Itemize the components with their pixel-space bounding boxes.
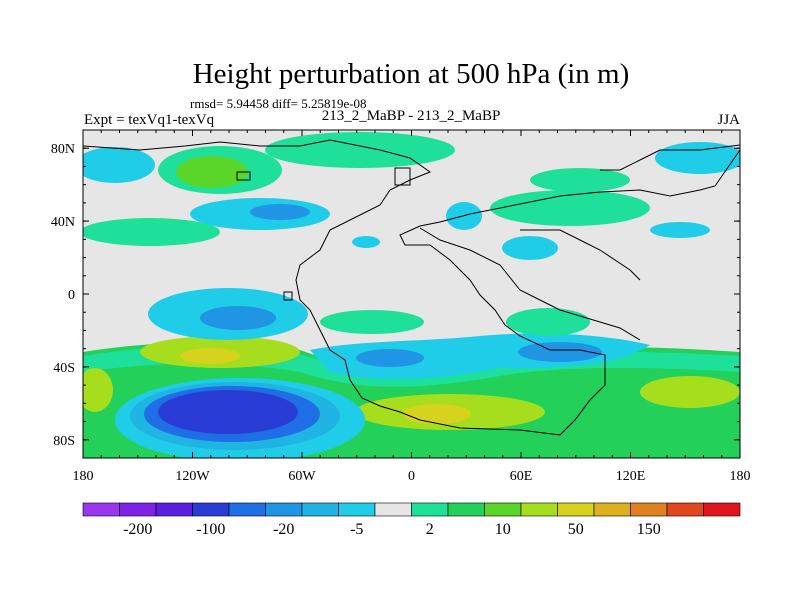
colorbar-label: 50	[568, 521, 584, 538]
colorbar-cell	[338, 502, 376, 517]
contour-green-indian	[506, 308, 590, 336]
x-tick-label: 60E	[510, 469, 533, 484]
contour-blue-40s-west	[356, 349, 424, 367]
contour-teal-arctic	[265, 132, 455, 168]
contour-green-eurasia	[490, 190, 650, 226]
colorbar-cell	[192, 502, 230, 517]
colorbar-cell	[557, 502, 595, 517]
x-axis: 180 120W 60W 0 60E 120E 180	[73, 130, 751, 484]
colorbar-cell	[484, 502, 522, 517]
contour-blue-north-atlantic	[250, 204, 310, 220]
y-tick-label: 0	[68, 288, 75, 303]
colorbar-label: -200	[123, 521, 152, 538]
colorbar-label: 150	[637, 521, 661, 538]
colorbar-cell	[703, 502, 741, 517]
contour-cyan-north-east	[655, 142, 740, 174]
colorbar-cell	[666, 502, 704, 517]
colorbar-cell	[447, 502, 485, 517]
colorbar-cell	[82, 502, 120, 517]
y-tick-label: 40N	[51, 215, 75, 230]
coastlines	[83, 139, 740, 436]
x-tick-label: 120E	[616, 469, 646, 484]
right-label: JJA	[717, 112, 740, 128]
y-tick-label: 80N	[51, 142, 75, 157]
colorbar-cell	[119, 502, 157, 517]
x-tick-label: 180	[730, 469, 751, 484]
contour-yellow-pacific	[180, 348, 240, 364]
contour-cyan-nw	[83, 147, 155, 183]
left-label: Expt = texVq1-texVq	[84, 112, 215, 128]
contour-blue-tropical-pacific	[200, 306, 276, 330]
contour-green-asia-north	[530, 168, 630, 192]
colorbar-label: 2	[426, 521, 434, 538]
contour-yellowgreen-far-west	[83, 368, 113, 412]
contour-green-tropical-atlantic	[320, 310, 424, 334]
contour-cyan-asia	[502, 236, 558, 260]
colorbar-cell	[374, 502, 412, 517]
chart-title: Height perturbation at 500 hPa (in m)	[193, 58, 630, 90]
colorbar-label: -100	[196, 521, 225, 538]
colorbar-cell	[228, 502, 266, 517]
contour-blue-40s-east	[518, 342, 602, 362]
colorbar-label: 10	[495, 521, 511, 538]
x-tick-label: 0	[408, 469, 415, 484]
map-field	[83, 130, 740, 458]
contour-deepblue-south-pacific	[158, 390, 298, 434]
contour-cyan-pacific-east	[650, 222, 710, 238]
contour-green-west-40n	[83, 218, 220, 246]
colorbar-cell	[265, 502, 303, 517]
x-tick-label: 60W	[288, 469, 316, 484]
center-label: 213_2_MaBP - 213_2_MaBP	[322, 108, 501, 124]
colorbar-label: -5	[350, 521, 363, 538]
colorbar-cell	[301, 502, 339, 517]
contour-cyan-atlantic-small	[352, 236, 380, 248]
y-tick-label: 80S	[53, 434, 75, 449]
x-tick-label: 180	[73, 469, 94, 484]
contour-yellowgreen-east	[640, 376, 740, 408]
y-axis: 80N 40N 0 40S 80S	[51, 129, 740, 459]
colorbar-label: -20	[273, 521, 294, 538]
colorbar-cell	[411, 502, 449, 517]
colorbar-cell	[630, 502, 668, 517]
colorbar: -200 -100 -20 -5 2 10 50 150	[82, 502, 741, 538]
stats-text: rmsd= 5.94458 diff= 5.25819e-08	[190, 96, 367, 111]
x-tick-label: 120W	[175, 469, 210, 484]
y-tick-label: 40S	[53, 361, 75, 376]
colorbar-cell	[155, 502, 193, 517]
colorbar-cell	[520, 502, 558, 517]
contour-yellow-atlantic	[403, 404, 471, 424]
colorbar-cell	[593, 502, 631, 517]
contour-brightgreen-north-pacific	[176, 156, 248, 188]
